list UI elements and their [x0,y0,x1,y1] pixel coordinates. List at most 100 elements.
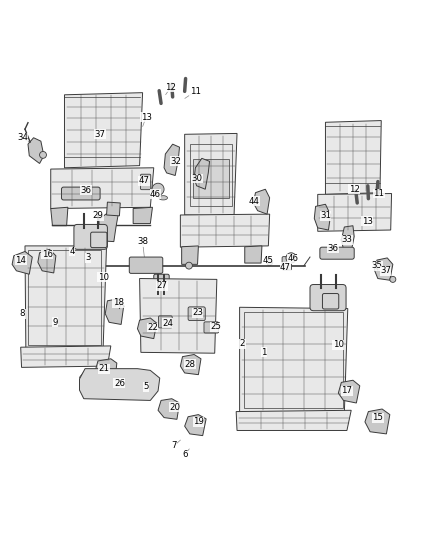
FancyBboxPatch shape [204,322,219,333]
FancyBboxPatch shape [282,256,292,270]
Text: 37: 37 [94,130,105,139]
FancyBboxPatch shape [74,224,107,249]
Text: 15: 15 [372,413,383,422]
Text: 4: 4 [70,247,75,256]
Polygon shape [374,258,393,280]
Polygon shape [79,370,145,384]
Text: 6: 6 [182,450,187,459]
Text: 46: 46 [287,254,298,263]
Circle shape [152,183,164,195]
Polygon shape [185,415,206,435]
Ellipse shape [159,196,167,200]
Polygon shape [325,120,381,195]
Polygon shape [28,138,44,164]
Text: 36: 36 [327,244,338,253]
Text: 2: 2 [240,340,245,348]
Polygon shape [253,189,270,214]
Text: 47: 47 [280,263,291,272]
Polygon shape [365,409,390,434]
Circle shape [39,151,46,158]
Polygon shape [318,193,392,231]
Text: 27: 27 [157,281,168,290]
Text: 10: 10 [333,340,344,349]
Polygon shape [341,225,354,252]
Text: 5: 5 [143,382,149,391]
Bar [28,250,101,345]
Text: 29: 29 [92,212,103,220]
Polygon shape [164,144,180,175]
Text: 44: 44 [249,197,260,206]
Text: 33: 33 [341,236,353,245]
FancyBboxPatch shape [320,247,354,259]
Polygon shape [51,207,68,225]
Circle shape [186,262,192,269]
Text: 16: 16 [42,250,53,259]
Polygon shape [236,410,351,431]
Polygon shape [140,279,217,353]
Polygon shape [99,212,118,241]
Text: 31: 31 [320,212,331,220]
Text: 17: 17 [341,386,353,395]
Polygon shape [25,246,106,349]
Polygon shape [21,346,111,367]
Text: 14: 14 [15,255,26,264]
Polygon shape [133,207,152,223]
Polygon shape [12,252,32,274]
Text: 25: 25 [210,322,221,331]
Text: 3: 3 [85,253,91,262]
Polygon shape [180,354,201,375]
Circle shape [286,253,296,263]
FancyBboxPatch shape [188,307,205,320]
Text: 8: 8 [20,309,25,318]
FancyBboxPatch shape [154,274,169,294]
Text: 37: 37 [380,266,391,275]
Text: 12: 12 [349,185,360,193]
Polygon shape [79,369,160,400]
Polygon shape [158,399,180,419]
FancyBboxPatch shape [129,257,163,273]
Text: 7: 7 [171,441,177,450]
Polygon shape [314,204,331,230]
Text: 26: 26 [114,379,125,387]
Text: 45: 45 [263,255,274,264]
Text: 18: 18 [113,298,124,308]
Polygon shape [38,249,56,273]
Text: 11: 11 [190,87,201,96]
Text: 28: 28 [184,360,195,369]
FancyBboxPatch shape [310,285,346,311]
Bar [244,312,343,408]
Text: 12: 12 [166,83,177,92]
Polygon shape [138,318,157,338]
Polygon shape [106,202,120,216]
Circle shape [267,259,272,265]
Text: 38: 38 [137,237,148,246]
Polygon shape [338,380,360,403]
Text: 1: 1 [261,348,267,357]
Text: 47: 47 [138,176,149,185]
Text: 13: 13 [362,217,373,226]
Bar [190,144,232,206]
Polygon shape [51,168,154,208]
Polygon shape [95,359,117,379]
Polygon shape [64,93,143,168]
Circle shape [390,277,396,282]
Text: 35: 35 [371,261,382,270]
Polygon shape [193,159,230,198]
Polygon shape [180,214,270,247]
Polygon shape [105,298,124,325]
FancyBboxPatch shape [159,316,172,328]
Text: 32: 32 [170,157,182,166]
Polygon shape [194,158,209,189]
Text: 23: 23 [192,309,203,317]
Text: 46: 46 [150,190,161,199]
Text: 24: 24 [162,319,173,328]
Text: 30: 30 [191,174,202,183]
Text: 36: 36 [81,185,92,195]
Text: 21: 21 [99,364,110,373]
Polygon shape [185,133,237,216]
Polygon shape [245,246,262,263]
Text: 34: 34 [17,133,28,142]
Polygon shape [182,246,198,264]
Text: 19: 19 [193,417,204,426]
FancyBboxPatch shape [141,174,151,190]
